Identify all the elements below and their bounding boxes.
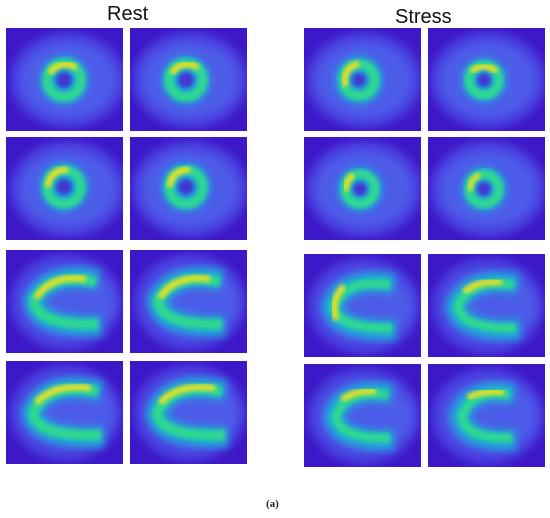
rest-short-axis-image bbox=[6, 28, 123, 131]
rest-short-axis-image bbox=[130, 137, 247, 240]
stress-short-axis-image bbox=[428, 28, 545, 131]
rest-short-axis-image bbox=[6, 137, 123, 240]
stress-heading: Stress bbox=[395, 6, 452, 28]
rest-long-axis-image bbox=[6, 250, 123, 353]
rest-long-axis-image bbox=[130, 361, 247, 464]
figure-caption: (a) bbox=[266, 498, 279, 510]
stress-long-axis-image bbox=[304, 254, 421, 357]
rest-long-axis-image bbox=[130, 250, 247, 353]
stress-long-axis-image bbox=[304, 364, 421, 467]
stress-long-axis-image bbox=[428, 254, 545, 357]
stress-short-axis-image bbox=[304, 137, 421, 240]
rest-heading: Rest bbox=[107, 3, 149, 25]
rest-long-axis-image bbox=[6, 361, 123, 464]
stress-short-axis-image bbox=[304, 28, 421, 131]
rest-short-axis-image bbox=[130, 28, 247, 131]
stress-long-axis-image bbox=[428, 364, 545, 467]
stress-short-axis-image bbox=[428, 137, 545, 240]
